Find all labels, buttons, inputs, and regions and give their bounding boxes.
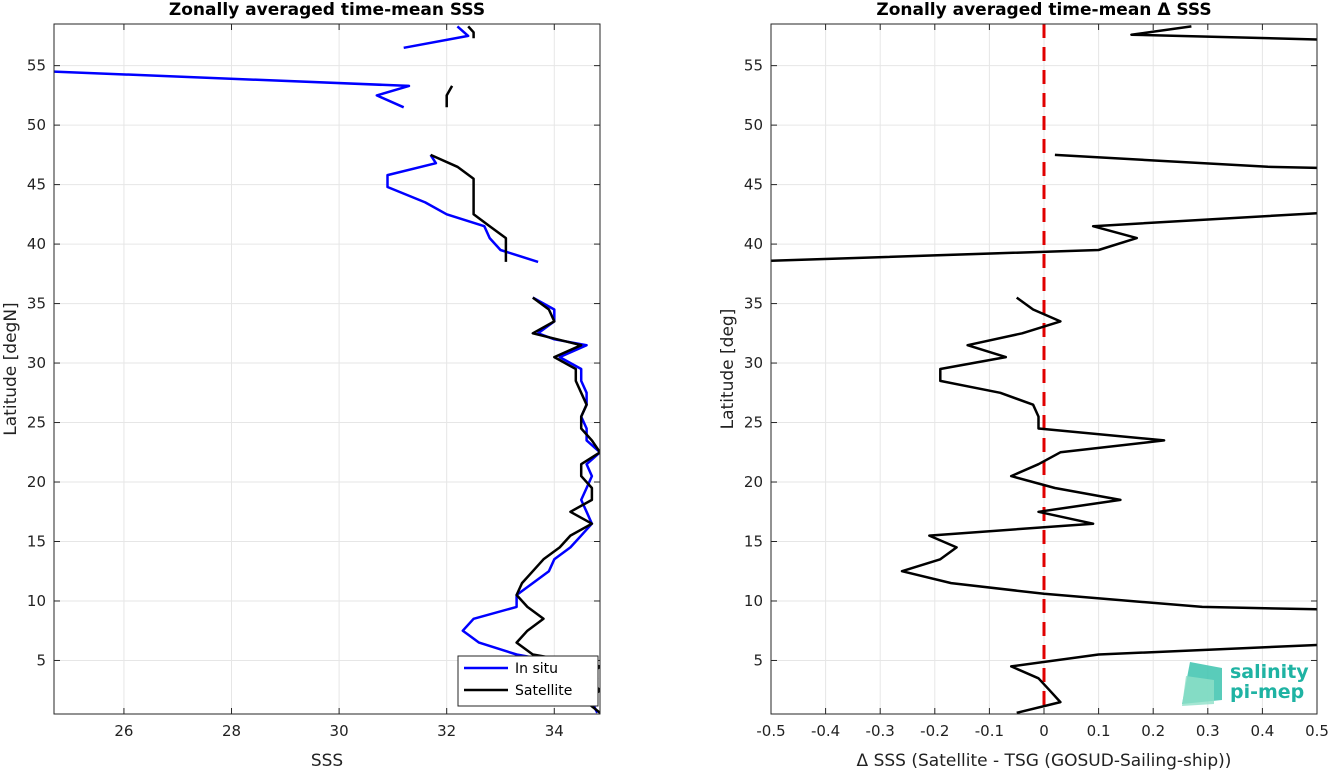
right-x-tick-label: 0.5 [1305, 722, 1329, 740]
right-x-tick-label: -0.3 [866, 722, 895, 740]
right-y-tick-label: 10 [744, 592, 763, 610]
left-plot-area [54, 24, 600, 714]
legend-box [457, 655, 599, 707]
left-x-tick-label: 34 [545, 722, 564, 740]
left-y-tick-label: 5 [36, 651, 46, 669]
right-x-tick-label: -0.4 [811, 722, 840, 740]
right-y-tick-label: 25 [744, 414, 763, 432]
right-chart-title: Zonally averaged time-mean Δ SSS [876, 0, 1211, 20]
logo-text-line1: salinity [1230, 661, 1309, 683]
salinity-pi-mep-logo: salinity pi-mep [1182, 661, 1309, 706]
left-y-axis-label: Latitude [degN] [1, 302, 21, 435]
right-x-tick-label: 0.1 [1087, 722, 1111, 740]
left-y-tick-label: 55 [27, 57, 46, 75]
right-y-tick-label: 35 [744, 295, 763, 313]
right-y-tick-label: 40 [744, 235, 763, 253]
left-x-tick-label: 30 [330, 722, 349, 740]
series-line-delta-sss [900, 296, 1317, 611]
right-y-tick-label: 50 [744, 116, 763, 134]
left-y-tick-label: 20 [27, 473, 46, 491]
left-y-tick-label: 30 [27, 354, 46, 372]
right-y-tick-label: 5 [753, 651, 763, 669]
series-line-in-situ [461, 296, 600, 714]
series-line-in-situ [403, 25, 470, 50]
right-y-tick-label: 55 [744, 57, 763, 75]
series-line-delta-sss [1054, 153, 1317, 170]
series-line-in-situ [54, 70, 411, 109]
right-series-lines [771, 24, 1317, 714]
series-line-satellite [515, 296, 600, 714]
legend-label-satellite: Satellite [515, 683, 572, 699]
series-line-in-situ [386, 154, 539, 264]
left-chart-panel: 26 28 30 32 34 5 10 15 20 25 30 35 40 45 50 55 Zonally … [1, 0, 601, 770]
left-axes-box [53, 23, 601, 715]
left-y-tick-label: 15 [27, 533, 46, 551]
left-y-tick-label: 35 [27, 295, 46, 313]
left-grid [54, 24, 600, 714]
legend-label-in-situ: In situ [515, 661, 558, 677]
left-series-group [54, 25, 600, 714]
left-y-tick-label: 50 [27, 116, 46, 134]
right-y-tick-label: 15 [744, 533, 763, 551]
right-x-tick-label: 0 [1039, 722, 1049, 740]
right-x-tick-label: -0.5 [756, 722, 785, 740]
right-x-tick-label: -0.1 [975, 722, 1004, 740]
left-chart-title: Zonally averaged time-mean SSS [169, 0, 485, 20]
series-line-satellite [445, 85, 454, 108]
right-series-group [771, 24, 1317, 714]
logo-text-line2: pi-mep [1230, 681, 1304, 703]
left-y-tick-label: 10 [27, 592, 46, 610]
right-chart-panel: -0.5 -0.4 -0.3 -0.2 -0.1 0 0.1 0.2 0.3 0.4 0.5 5 10 1… [718, 0, 1329, 770]
series-line-delta-sss [771, 211, 1317, 262]
left-y-tick-label: 25 [27, 414, 46, 432]
right-x-tick-label: -0.2 [920, 722, 949, 740]
left-x-tick-label: 32 [437, 722, 456, 740]
right-y-tick-label: 20 [744, 473, 763, 491]
logo-wave-icon-layer [1182, 676, 1214, 706]
series-line-satellite [430, 153, 508, 262]
series-line-delta-sss [1009, 643, 1317, 714]
right-axes-box [770, 23, 1318, 715]
series-line-satellite [467, 25, 475, 39]
series-line-delta-sss [1130, 25, 1317, 41]
left-x-tick-label: 28 [222, 722, 241, 740]
left-x-axis-label: SSS [311, 751, 343, 770]
right-y-tick-label: 45 [744, 176, 763, 194]
right-y-tick-label: 30 [744, 354, 763, 372]
right-x-axis-label: Δ SSS (Satellite - TSG (GOSUD-Sailing-sh… [857, 751, 1232, 770]
left-series-lines [54, 25, 600, 714]
left-y-tick-label: 40 [27, 235, 46, 253]
right-tick-labels: -0.5 -0.4 -0.3 -0.2 -0.1 0 0.1 0.2 0.3 0.4 0.5 5 10 1… [744, 57, 1329, 740]
right-x-tick-label: 0.2 [1141, 722, 1165, 740]
right-x-tick-label: 0.3 [1196, 722, 1220, 740]
left-y-tick-label: 45 [27, 176, 46, 194]
left-x-tick-label: 26 [114, 722, 133, 740]
right-x-tick-label: 0.4 [1250, 722, 1274, 740]
right-y-axis-label: Latitude [deg] [718, 309, 738, 430]
legend: In situ Satellite [457, 655, 599, 707]
left-tick-labels: 26 28 30 32 34 5 10 15 20 25 30 35 40 45 50 55 [27, 57, 564, 740]
